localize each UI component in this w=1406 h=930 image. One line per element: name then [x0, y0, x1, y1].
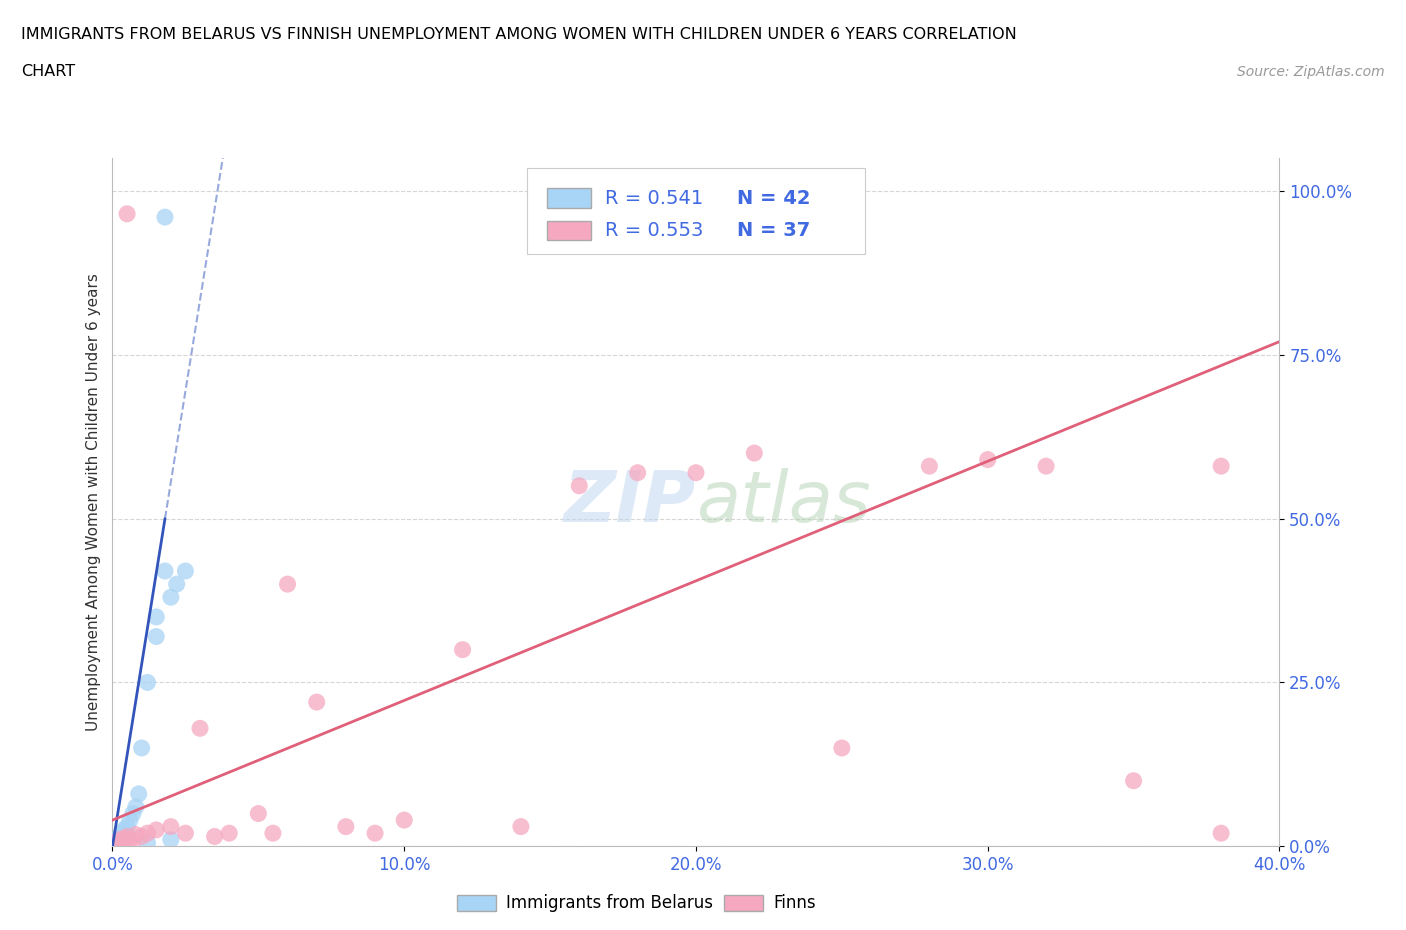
Point: [110, 831, 132, 846]
Point: [262, 826, 284, 841]
Point: [125, 800, 148, 815]
Point: [160, 832, 183, 847]
Point: [392, 813, 416, 828]
Point: [247, 806, 270, 821]
Point: [128, 787, 150, 802]
Text: Source: ZipAtlas.com: Source: ZipAtlas.com: [1237, 65, 1385, 79]
Point: [115, 829, 138, 844]
Point: [1035, 458, 1057, 473]
Point: [1122, 774, 1144, 789]
Text: Immigrants from Belarus: Immigrants from Belarus: [506, 894, 713, 912]
Point: [118, 832, 141, 847]
Point: [110, 833, 132, 848]
Point: [110, 826, 132, 841]
Point: [101, 835, 124, 850]
Point: [107, 831, 129, 846]
Point: [131, 740, 153, 755]
Point: [118, 813, 141, 828]
Point: [976, 452, 998, 467]
Point: [831, 740, 853, 755]
Text: CHART: CHART: [21, 64, 75, 79]
Point: [105, 833, 128, 848]
Point: [104, 836, 127, 851]
Point: [626, 465, 648, 480]
Point: [174, 564, 197, 578]
Point: [104, 835, 127, 850]
Point: [103, 836, 125, 851]
Point: [108, 832, 131, 847]
Point: [509, 819, 531, 834]
Point: [188, 721, 211, 736]
Text: Finns: Finns: [773, 894, 815, 912]
Point: [105, 834, 128, 849]
Point: [104, 834, 127, 849]
Point: [115, 206, 138, 221]
Point: [122, 806, 145, 821]
Point: [105, 835, 128, 850]
Text: IMMIGRANTS FROM BELARUS VS FINNISH UNEMPLOYMENT AMONG WOMEN WITH CHILDREN UNDER : IMMIGRANTS FROM BELARUS VS FINNISH UNEMP…: [21, 27, 1017, 42]
Point: [107, 832, 129, 847]
Point: [685, 465, 707, 480]
FancyBboxPatch shape: [547, 220, 591, 240]
Point: [125, 827, 148, 842]
Point: [122, 833, 145, 848]
FancyBboxPatch shape: [457, 895, 496, 911]
Point: [1209, 826, 1232, 841]
Point: [104, 835, 127, 850]
Text: R = 0.541: R = 0.541: [605, 189, 703, 207]
Point: [107, 832, 129, 847]
Point: [136, 675, 159, 690]
Point: [305, 695, 328, 710]
Point: [103, 833, 125, 848]
Text: ZIP: ZIP: [564, 468, 696, 537]
FancyBboxPatch shape: [547, 189, 591, 207]
Point: [364, 826, 387, 841]
Point: [103, 835, 125, 850]
Point: [276, 577, 298, 591]
Point: [112, 822, 135, 837]
Point: [115, 827, 138, 842]
Point: [103, 834, 125, 849]
Text: N = 42: N = 42: [737, 189, 810, 207]
Point: [107, 833, 129, 848]
Point: [174, 826, 197, 841]
Point: [112, 831, 135, 846]
Point: [105, 833, 128, 848]
Point: [335, 819, 357, 834]
Point: [153, 209, 176, 224]
Point: [115, 819, 138, 834]
Point: [742, 445, 765, 460]
Text: N = 37: N = 37: [737, 220, 810, 240]
FancyBboxPatch shape: [724, 895, 763, 911]
Point: [145, 609, 167, 624]
Point: [145, 822, 167, 837]
Point: [1209, 458, 1232, 473]
Point: [103, 835, 125, 850]
Point: [160, 819, 183, 834]
Point: [218, 826, 240, 841]
Point: [160, 590, 183, 604]
Point: [568, 478, 591, 493]
Point: [204, 829, 226, 844]
Point: [451, 643, 474, 658]
Text: atlas: atlas: [696, 468, 870, 537]
FancyBboxPatch shape: [527, 168, 865, 255]
Point: [136, 835, 159, 850]
Y-axis label: Unemployment Among Women with Children Under 6 years: Unemployment Among Women with Children U…: [86, 273, 101, 731]
Point: [918, 458, 941, 473]
Text: R = 0.553: R = 0.553: [605, 220, 703, 240]
Point: [104, 832, 127, 847]
Point: [104, 833, 127, 848]
Point: [136, 826, 159, 841]
Point: [145, 629, 167, 644]
Point: [131, 829, 153, 844]
Point: [166, 577, 188, 591]
Point: [153, 564, 176, 578]
Point: [103, 837, 125, 852]
Point: [108, 829, 131, 844]
Point: [107, 833, 129, 848]
